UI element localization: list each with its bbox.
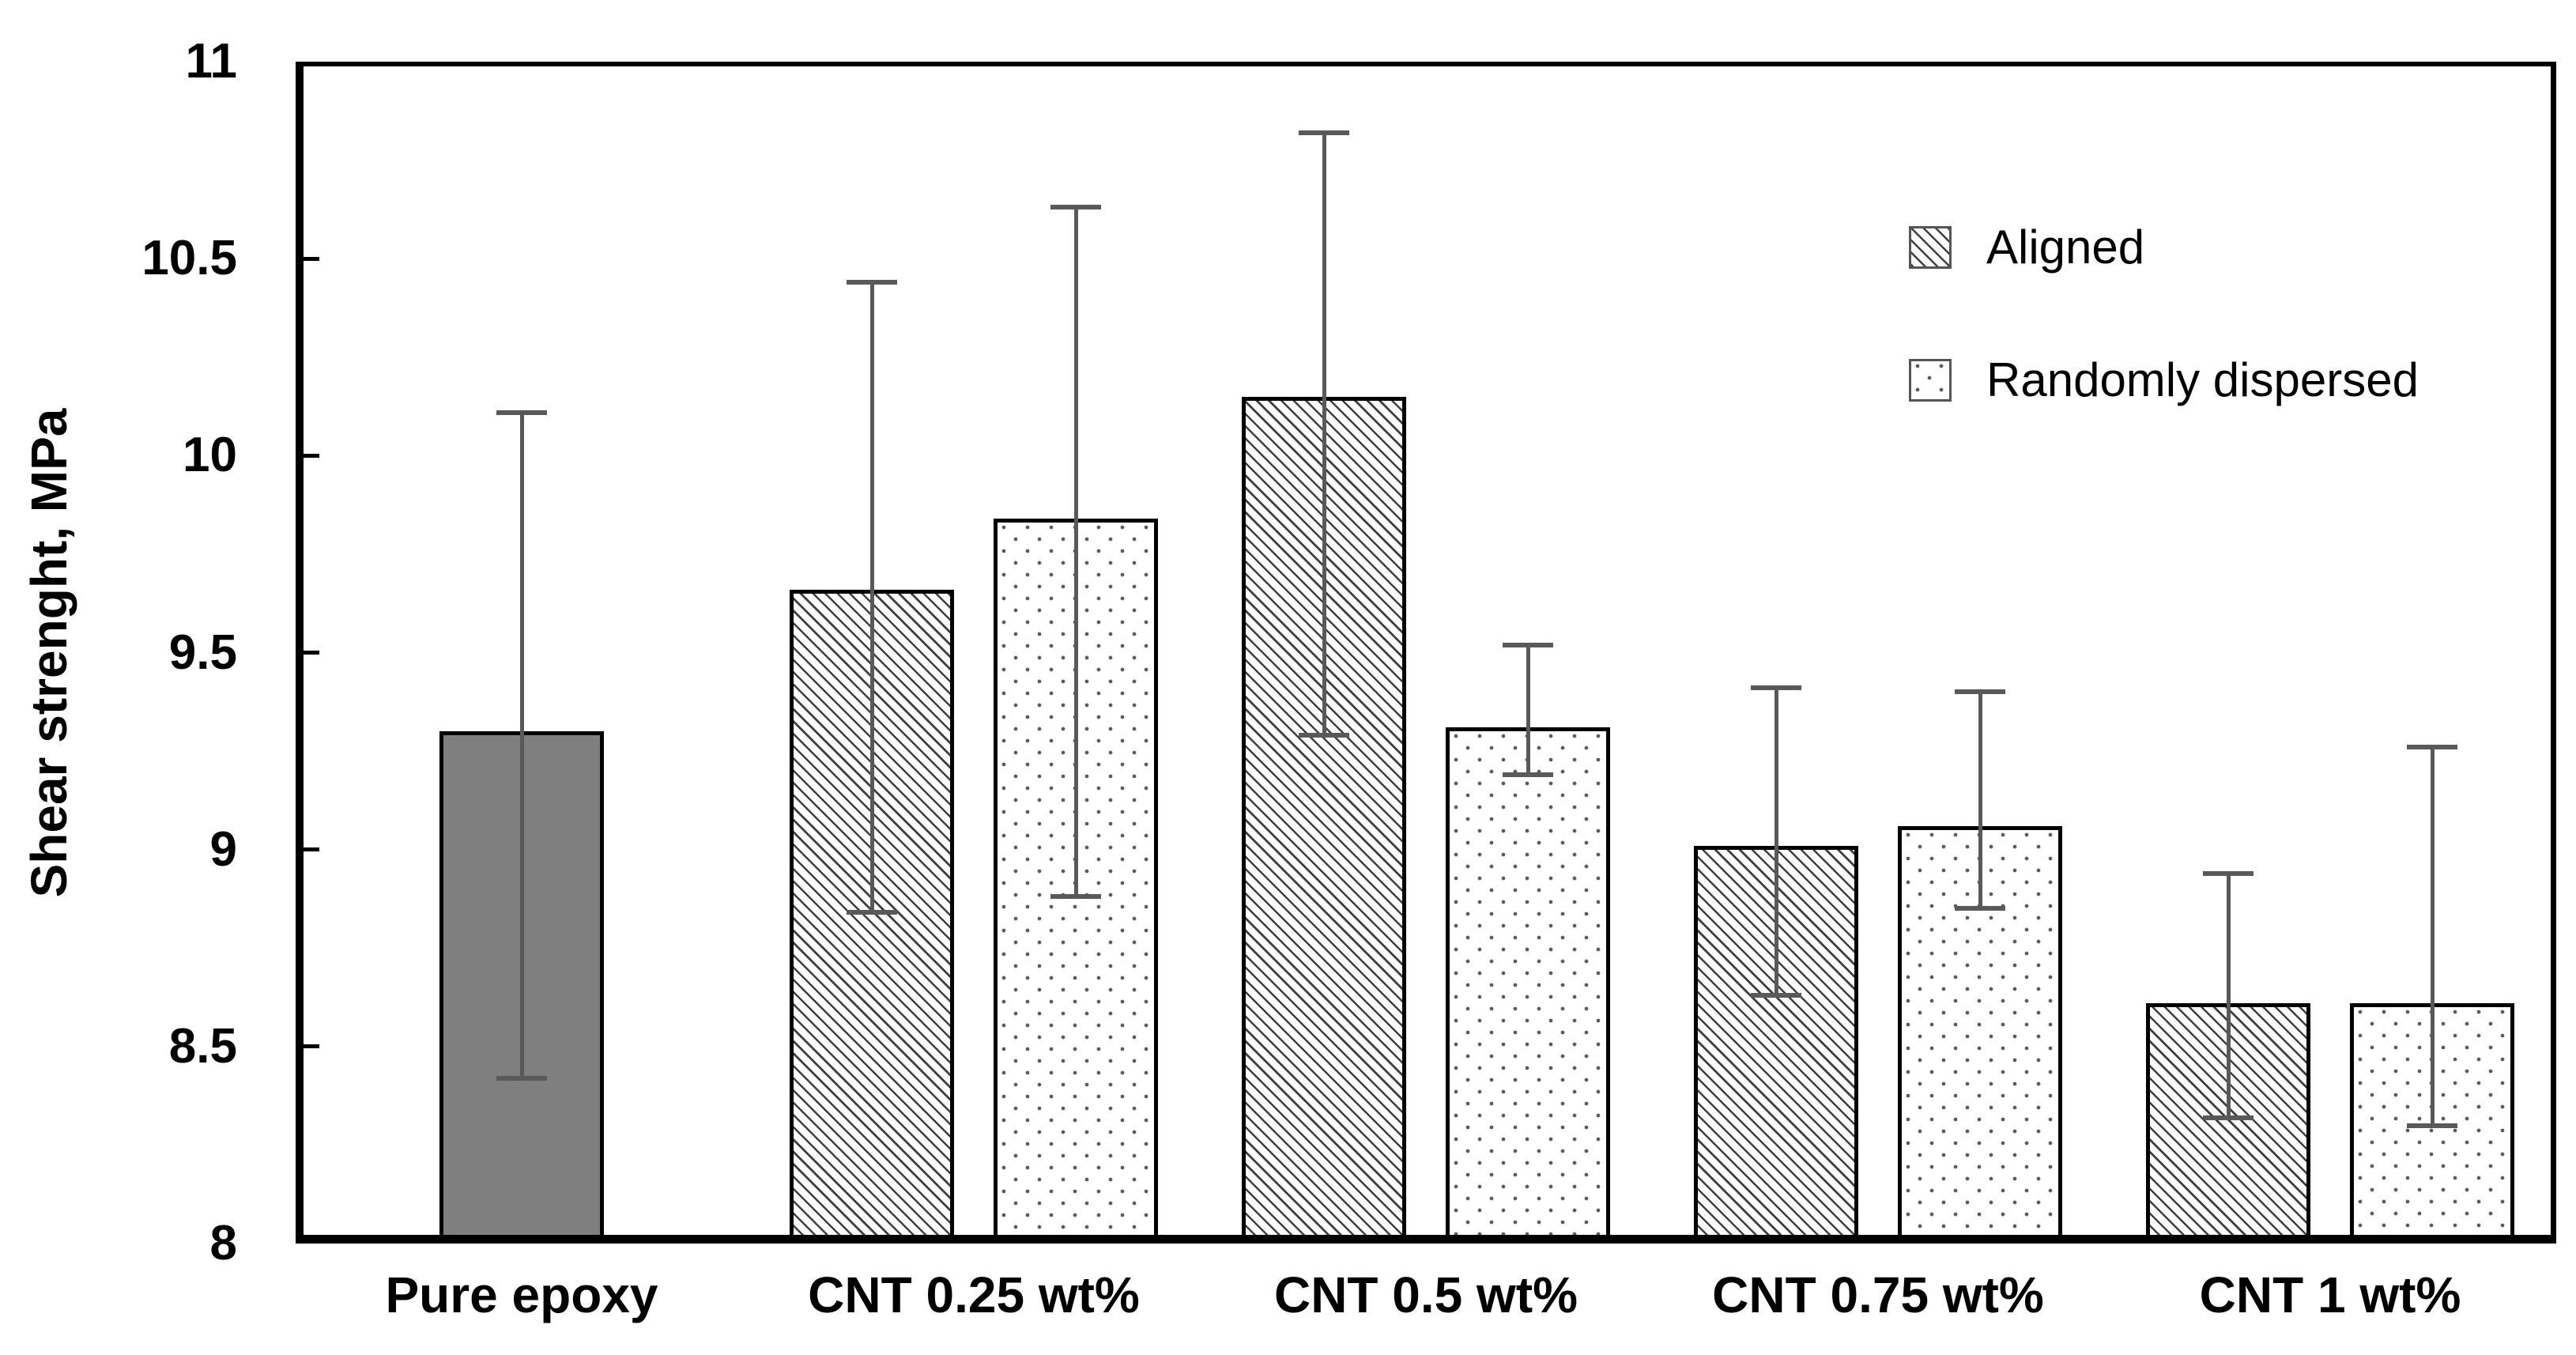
legend-label: Randomly dispersed [1986,353,2419,406]
error-bar-cap-top [1955,689,2005,695]
y-tick-mark [296,1044,319,1049]
y-tick-label: 8 [209,1216,237,1270]
error-bar-line [1774,688,1778,996]
error-bar-cap-bottom [1955,906,2005,912]
y-axis-title: Shear strenght, MPa [21,408,77,898]
y-tick-label: 10.5 [141,231,237,286]
dots-swatch-icon [1909,359,1952,402]
x-axis-label: CNT 0.25 wt% [808,1266,1140,1323]
error-bar-cap-bottom [1751,993,1801,998]
error-bar-cap-bottom [847,910,897,915]
legend-item: Randomly dispersed [1909,357,2419,404]
error-bar-cap-top [1503,642,1553,647]
x-axis-label: CNT 0.5 wt% [1273,1266,1578,1323]
error-bar-cap-top [496,410,547,415]
legend: Aligned Randomly dispersed [1909,224,2419,404]
legend-label: Aligned [1986,221,2145,274]
error-bar-line [519,412,524,1078]
error-bar-line [1978,692,1982,909]
error-bar-cap-top [2203,870,2254,876]
x-axis-label: Pure epoxy [385,1266,658,1323]
error-bar-line [1073,207,1078,897]
y-tick-mark [296,453,319,458]
legend-item: Aligned [1909,224,2419,271]
error-bar-cap-top [847,280,897,285]
error-bar-line [869,282,874,913]
x-axis-label: CNT 0.75 wt% [1712,1266,2044,1323]
diagonal-hatch-swatch-icon [1909,226,1952,269]
error-bar-cap-top [1299,130,1349,135]
x-axis-label: CNT 1 wt% [2199,1266,2461,1323]
error-bar-line [2430,747,2435,1126]
error-bar-cap-bottom [2407,1123,2457,1128]
error-bar-cap-top [1050,205,1101,210]
y-tick-label: 10 [183,428,237,483]
error-bar-line [1322,132,1326,736]
error-bar-cap-top [2407,745,2457,750]
y-tick-mark [296,651,319,655]
bar-dots [1446,727,1610,1244]
error-bar-cap-top [1751,685,1801,691]
y-tick-label: 9 [209,821,237,877]
y-tick-mark [296,847,319,852]
y-tick-label: 9.5 [168,625,237,680]
error-bar-line [2226,873,2231,1118]
error-bar-cap-bottom [1050,894,1101,900]
error-bar-cap-bottom [2203,1115,2254,1120]
error-bar-cap-bottom [496,1075,547,1081]
error-bar-cap-bottom [1503,772,1553,777]
y-tick-label: 11 [185,34,237,89]
error-bar-line [1526,644,1530,775]
error-bar-cap-bottom [1299,733,1349,738]
y-tick-mark [296,256,319,261]
y-tick-label: 8.5 [168,1018,237,1074]
